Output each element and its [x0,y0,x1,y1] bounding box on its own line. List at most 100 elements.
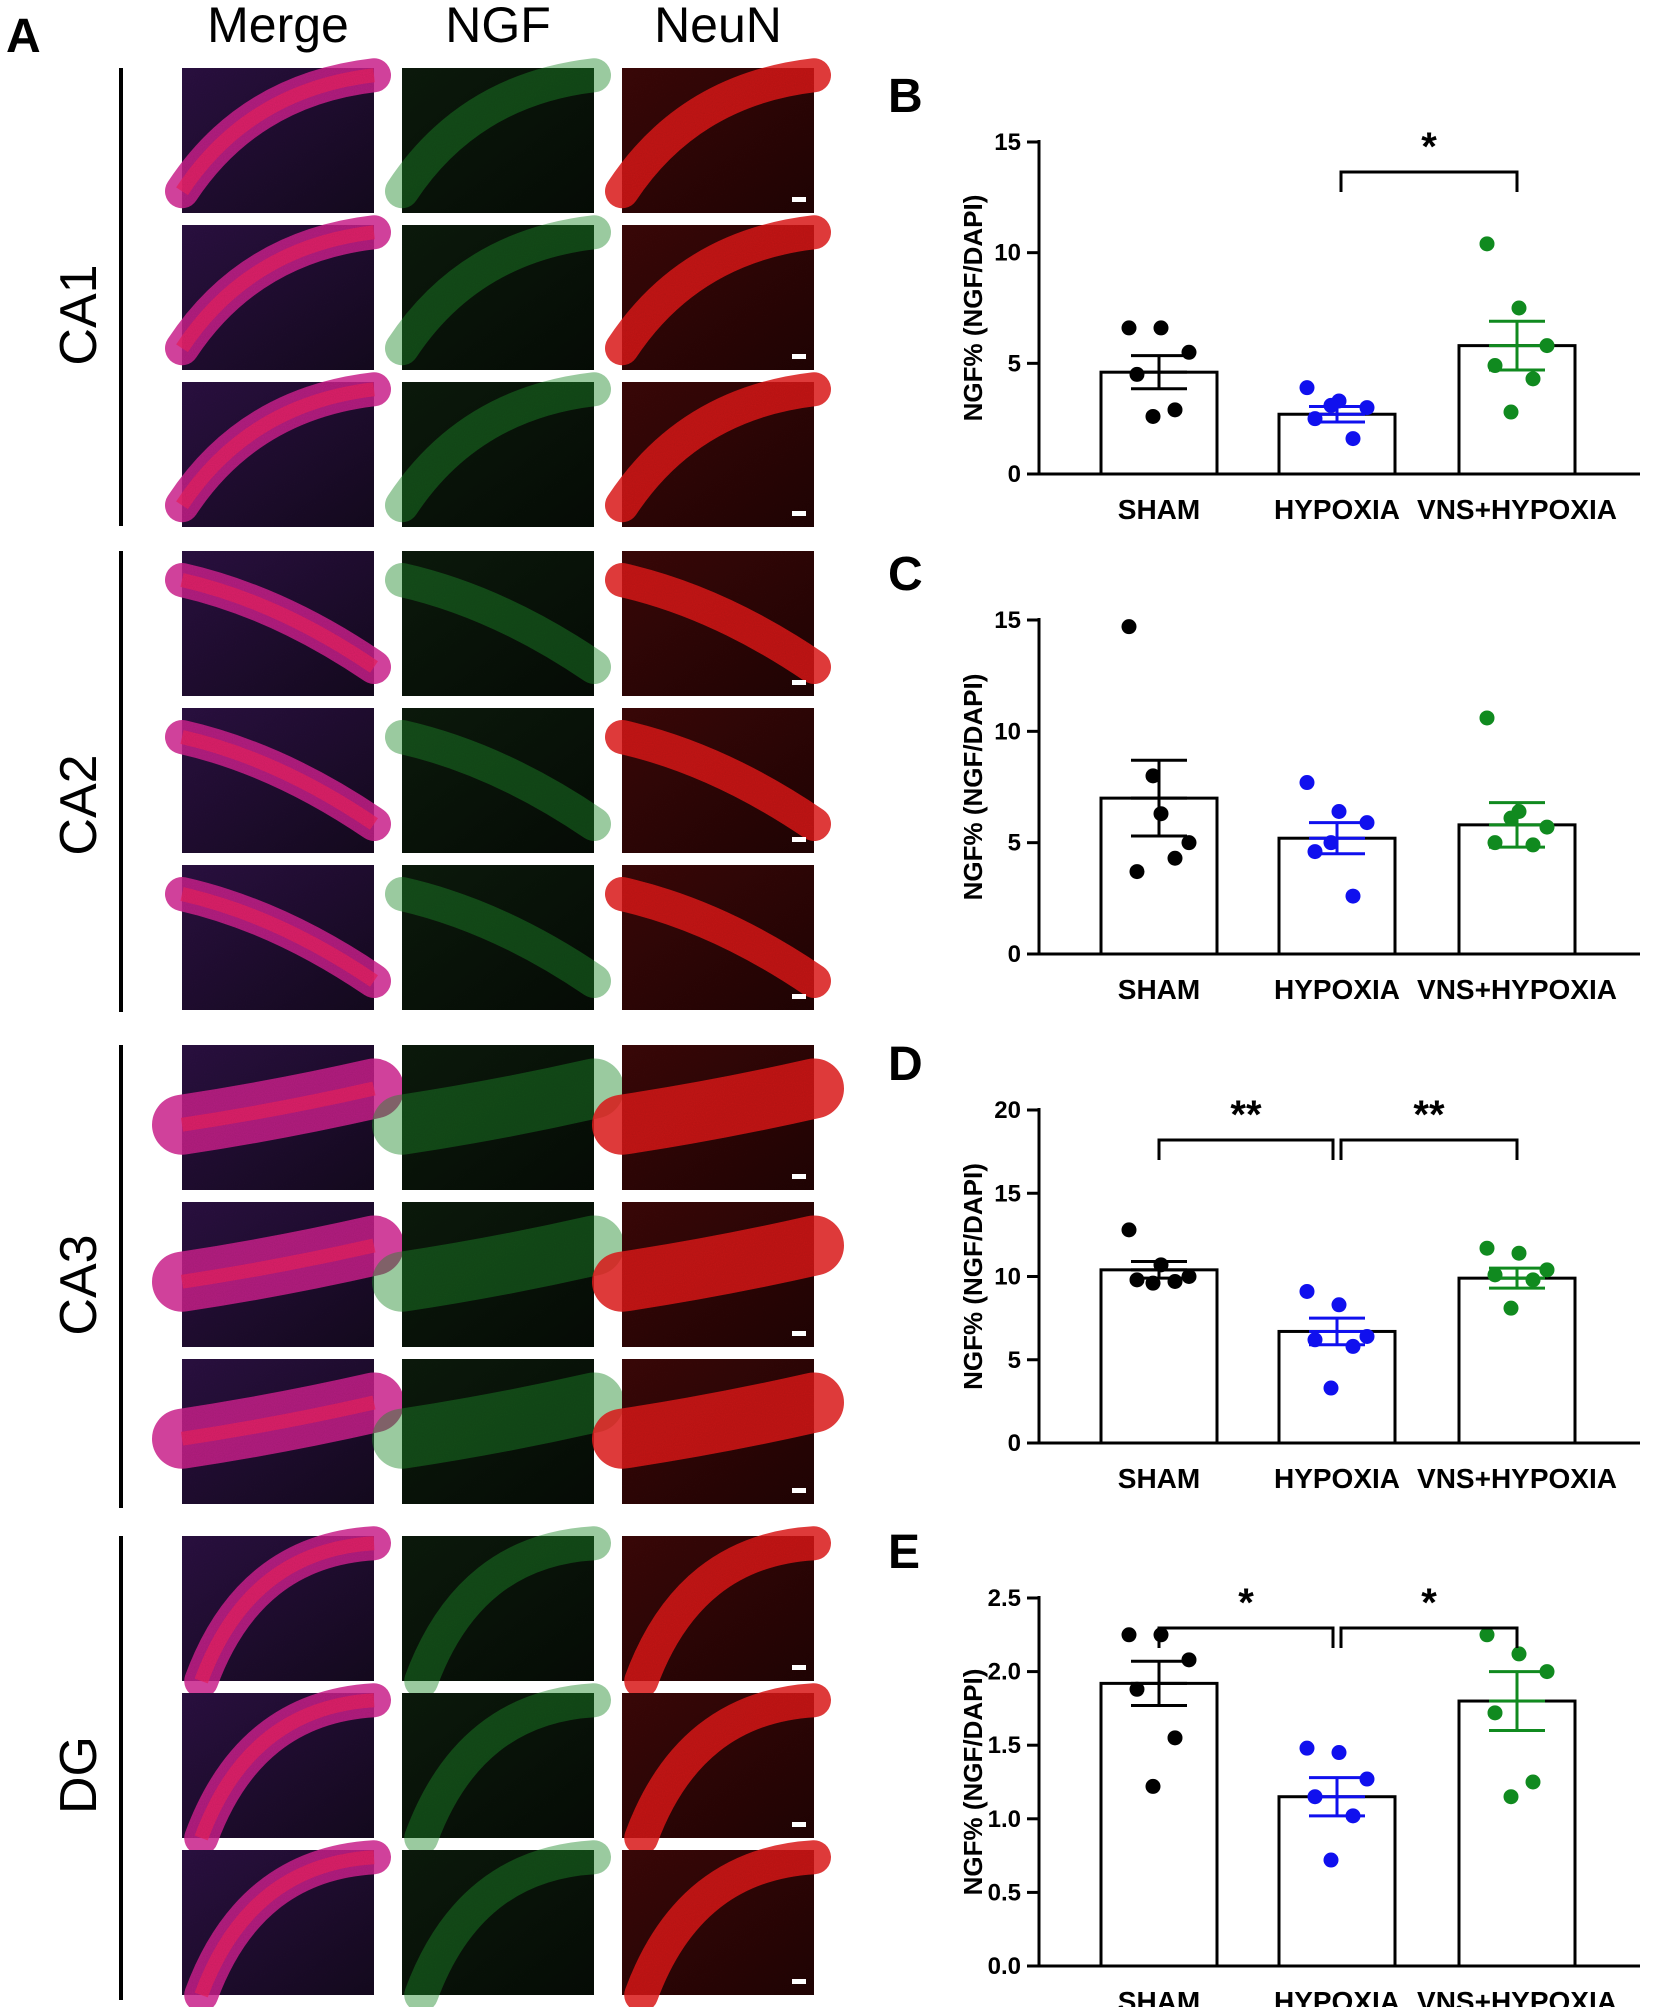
data-point-hypoxia [1331,803,1347,819]
scale-bar [792,1665,806,1670]
data-point-sham [1129,864,1145,880]
data-point-hypoxia [1299,1740,1315,1756]
data-point-hypoxia [1323,1852,1339,1868]
data-point-hypoxia [1359,1328,1375,1344]
data-point-vns-hypoxia [1525,371,1541,387]
y-tick-label: 10 [994,240,1021,267]
data-point-sham [1145,1778,1161,1794]
panel-a-micrographs: A Merge NGF NeuN CA1 CA2 CA3 DG [6,0,844,2007]
data-point-hypoxia [1359,815,1375,831]
x-category-label-sham: SHAM [1118,494,1200,525]
micrograph-ca2-merge-1 [165,551,391,696]
micrograph-ca2-ngf-1 [385,551,611,696]
y-tick-label: 20 [994,1097,1021,1124]
micrograph-ca2-ngf-3 [385,865,611,1010]
significance-bracket: ** [1157,1093,1335,1160]
micrograph-ca2-merge-2 [165,708,391,853]
micrograph-ca3-ngf-2 [372,1202,624,1347]
data-point-hypoxia [1307,844,1323,860]
data-point-hypoxia [1307,1332,1323,1348]
data-point-sham [1153,320,1169,336]
data-point-vns-hypoxia [1503,404,1519,420]
bar-charts: B 0 5 10 15 NGF% (NGF/DAPI) SHAM HYPOXIA VNS+HYP… [888,70,1640,2007]
x-category-label-sham: SHAM [1118,974,1200,1005]
micrograph-dg-ngf-1 [402,1526,611,1698]
y-tick-label: 0 [1008,1430,1021,1457]
y-tick-label: 5 [1008,1347,1021,1374]
data-point-hypoxia [1345,431,1361,447]
column-header-neun: NeuN [654,0,782,53]
significance-label: * [1238,1581,1254,1625]
data-point-sham [1145,408,1161,424]
micrograph-ca2-ngf-2 [385,708,611,853]
x-category-label-vns-hypoxia: VNS+HYPOXIA [1417,1463,1617,1494]
micrograph-ca1-ngf-2 [385,215,611,370]
data-point-sham [1129,366,1145,382]
data-point-sham [1145,768,1161,784]
bar-sham [1099,1681,1219,1968]
data-point-hypoxia [1345,1338,1361,1354]
micrograph-dg-merge-2 [182,1683,391,1855]
scale-bar [792,1331,806,1336]
micrograph-ca2-neun-3 [605,865,831,1010]
data-point-sham [1129,1272,1145,1288]
y-tick-label: 10 [994,718,1021,745]
column-header-ngf: NGF [445,0,551,53]
scale-bar [792,837,806,842]
y-tick-label: 15 [994,607,1021,634]
micrograph-ca1-ngf-1 [385,58,611,213]
data-point-hypoxia [1323,835,1339,851]
region-label-ca2: CA2 [50,754,108,855]
data-point-sham [1121,320,1137,336]
y-tick-label: 0.5 [988,1879,1021,1906]
data-point-vns-hypoxia [1539,1664,1555,1680]
x-category-label-hypoxia: HYPOXIA [1274,494,1400,525]
x-category-label-vns-hypoxia: VNS+HYPOXIA [1417,974,1617,1005]
data-point-vns-hypoxia [1487,1267,1503,1283]
bar-vns-hypoxia [1457,1699,1577,1968]
panel-letter-a: A [6,10,41,63]
micrograph-ca1-merge-1 [165,58,391,213]
micrograph-grid [152,58,844,2007]
data-point-sham [1129,1681,1145,1697]
x-category-label-hypoxia: HYPOXIA [1274,974,1400,1005]
column-header-merge: Merge [207,0,349,53]
data-point-vns-hypoxia [1539,819,1555,835]
data-point-sham [1167,850,1183,866]
x-category-label-sham: SHAM [1118,1463,1200,1494]
micrograph-ca1-neun-3 [605,372,831,527]
chart-d: D 0 5 10 15 20 NGF% (NGF/DAPI) SHAM HYPOXIA VNS+H… [888,1038,1640,1494]
scale-bar [792,994,806,999]
data-point-vns-hypoxia [1525,837,1541,853]
micrograph-ca3-neun-2 [592,1202,844,1347]
data-point-sham [1181,835,1197,851]
data-point-hypoxia [1359,400,1375,416]
bar-vns-hypoxia [1457,1276,1577,1445]
data-point-vns-hypoxia [1511,1245,1527,1261]
scale-bar [792,1979,806,1984]
scale-bar [792,354,806,359]
data-point-sham [1167,1273,1183,1289]
bar-hypoxia [1277,836,1397,956]
y-axis-label: NGF% (NGF/DAPI) [958,195,988,422]
data-point-hypoxia [1323,397,1339,413]
data-point-vns-hypoxia [1479,1240,1495,1256]
panel-letter-b: B [888,70,923,123]
significance-label: ** [1230,1093,1262,1137]
data-point-hypoxia [1323,1380,1339,1396]
data-point-hypoxia [1345,1808,1361,1824]
data-point-sham [1153,1627,1169,1643]
data-point-hypoxia [1331,1297,1347,1313]
panel-letter-d: D [888,1038,923,1091]
data-point-sham [1181,1269,1197,1284]
micrograph-ca3-ngf-3 [372,1359,624,1504]
micrograph-ca3-merge-1 [152,1045,404,1190]
region-label-ca1: CA1 [50,264,108,365]
data-point-hypoxia [1331,1745,1347,1761]
data-point-vns-hypoxia [1539,338,1555,354]
x-category-label-hypoxia: HYPOXIA [1274,1986,1400,2007]
micrograph-ca1-neun-2 [605,215,831,370]
bar-hypoxia [1277,1795,1397,1968]
micrograph-ca3-neun-3 [592,1359,844,1504]
micrograph-dg-neun-1 [622,1526,831,1698]
